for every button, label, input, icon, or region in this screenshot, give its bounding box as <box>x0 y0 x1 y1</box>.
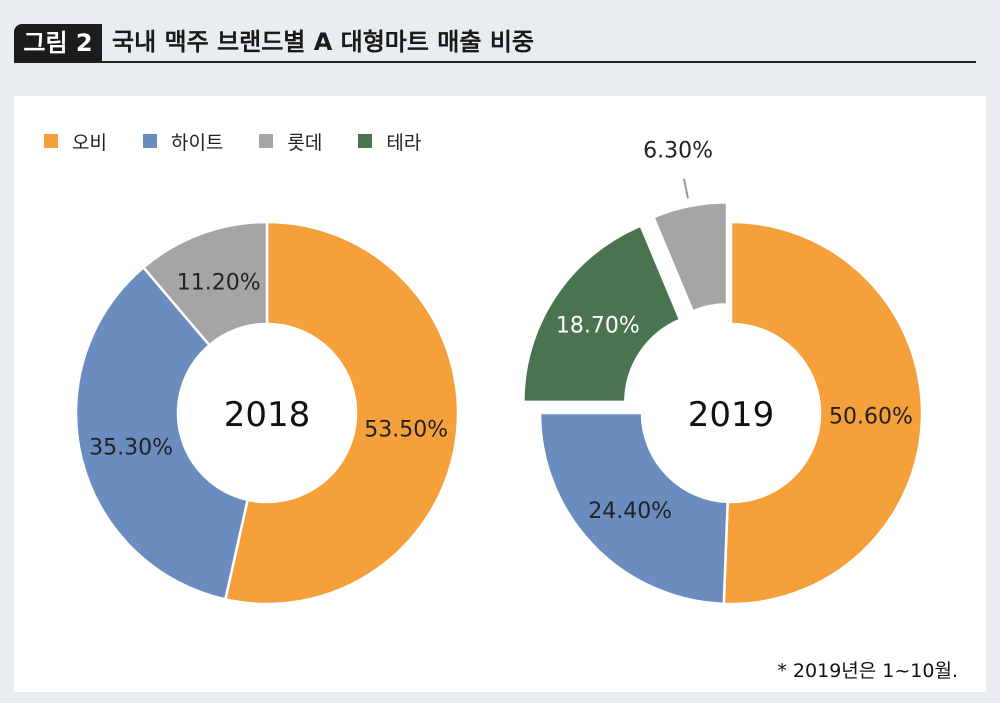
legend-label: 오비 <box>72 131 107 154</box>
legend-item-lotte: 롯데 <box>259 128 322 155</box>
slice-2019-3 <box>651 201 729 313</box>
slice-2018-1 <box>74 265 250 601</box>
data-label-2018-2: 11.20% <box>177 271 261 296</box>
slice-2019-0 <box>722 220 924 606</box>
figure-title: 국내 맥주 브랜드별 A 대형마트 매출 비중 <box>112 28 534 56</box>
legend-label: 테라 <box>386 131 422 154</box>
legend-item-ob: 오비 <box>44 128 107 155</box>
chart-center-title-2019: 2019 <box>688 395 775 435</box>
slice-2018-0 <box>223 220 460 606</box>
slice-2019-1 <box>538 411 729 606</box>
data-label-2019-2: 18.70% <box>556 313 640 338</box>
data-label-2019-3: 6.30% <box>643 138 713 163</box>
data-label-2018-1: 35.30% <box>89 436 173 461</box>
footnote: * 2019년은 1~10월. <box>777 660 958 682</box>
legend-swatch <box>259 134 274 148</box>
data-label-2018-0: 53.50% <box>364 417 448 442</box>
data-label-2019-1: 24.40% <box>588 499 672 524</box>
chart-legend: 오비 하이트 롯데 테라 <box>44 128 457 154</box>
figure-header: 그림 2 국내 맥주 브랜드별 A 대형마트 매출 비중 <box>0 0 1000 66</box>
legend-label: 롯데 <box>287 131 323 154</box>
legend-swatch <box>142 134 157 148</box>
legend-item-terra: 테라 <box>358 128 421 155</box>
slice-2019-2 <box>522 224 682 404</box>
leader-line-2019-3 <box>683 178 689 199</box>
figure-number-badge: 그림 2 <box>14 24 102 62</box>
title-divider <box>14 61 976 63</box>
legend-label: 하이트 <box>170 131 224 154</box>
legend-swatch <box>358 134 373 148</box>
slice-2018-2 <box>141 220 269 347</box>
legend-swatch <box>44 134 58 148</box>
data-label-2019-0: 50.60% <box>829 405 913 430</box>
legend-item-hite: 하이트 <box>142 128 224 155</box>
chart-center-title-2018: 2018 <box>224 395 311 435</box>
